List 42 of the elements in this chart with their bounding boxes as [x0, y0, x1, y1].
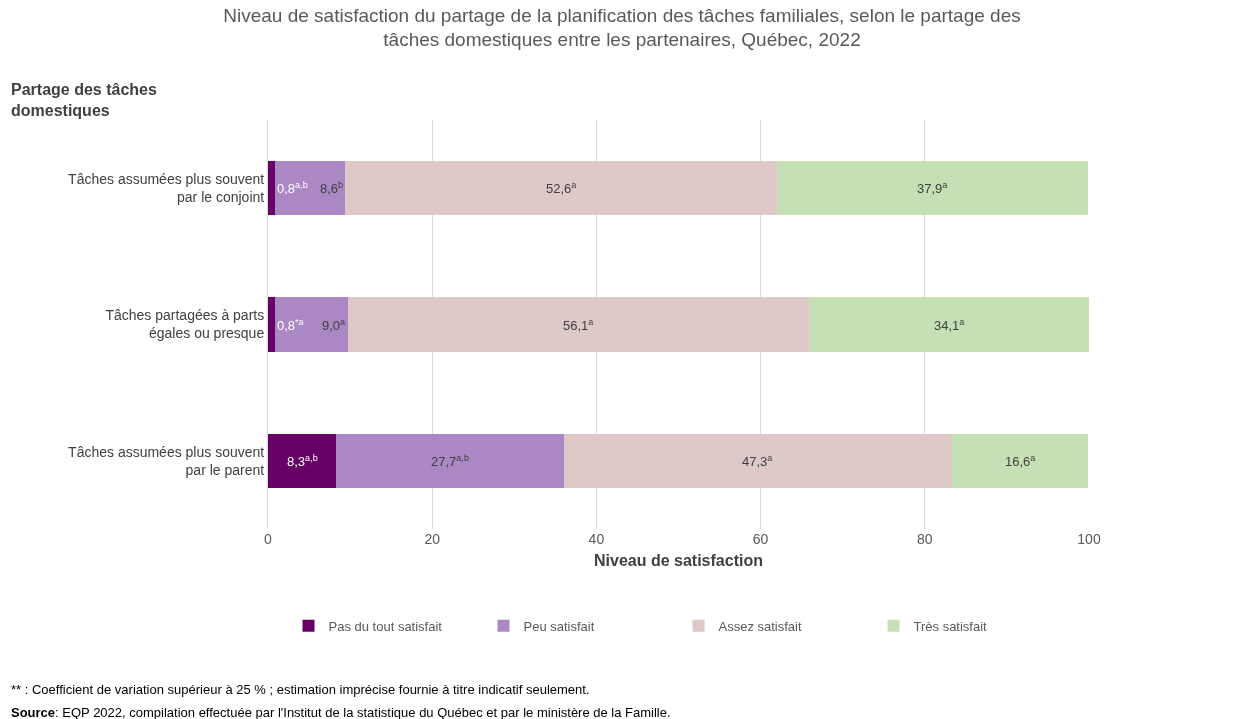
data-label: 47,3$^{a}$ — [742, 453, 774, 470]
bar — [348, 297, 810, 352]
bar — [268, 160, 275, 216]
bar — [274, 160, 346, 216]
bar — [268, 297, 275, 352]
y-tick-label: Tâches assumées plus souvent par le conjoint — [68, 170, 265, 206]
bar — [336, 433, 564, 489]
x-axis-title: Niveau de satisfaction — [594, 551, 763, 569]
chart-title: Niveau de satisfaction du partage de la planification des tâches familiales, selon le partage des tâches domestiques entre les partenaires, Québec, 2022 — [223, 4, 1021, 51]
y-tick-label: Tâches assumées plus souvent par le parent — [68, 443, 265, 478]
data-label: 56,1$^{a}$ — [563, 317, 595, 334]
bar — [809, 297, 1089, 352]
data-label: 0,8$^{a,b}$ — [277, 180, 308, 197]
data-label: 34,1$^{a}$ — [934, 317, 966, 334]
data-label: 9,0$^{a}$ — [322, 317, 347, 334]
data-label: 8,6$^{b}$ — [320, 180, 344, 197]
x-tick-label: 60 — [752, 531, 769, 547]
bar — [563, 433, 952, 489]
x-tick-label: 40 — [588, 531, 605, 547]
x-tick-label: 80 — [917, 531, 933, 547]
legend-label: Très satisfait — [913, 618, 988, 634]
legend-label: Assez satisfait — [718, 618, 802, 634]
source-note: Source: EQP 2022, compilation effectuée par l'Institut de la statistique du Québec et par le ministère de la Famille. — [11, 705, 671, 719]
legend-label: Peu satisfait — [523, 618, 595, 634]
x-tick-label: 100 — [1077, 531, 1101, 547]
bar — [777, 160, 1089, 216]
data-label: 8,3$^{a,b}$ — [287, 453, 318, 470]
x-tick-label: 0 — [264, 531, 273, 547]
bar — [951, 433, 1089, 489]
bar — [345, 160, 778, 216]
data-label: 52,6$^{a}$ — [546, 180, 578, 197]
y-tick-label: Tâches partagées à parts égales ou presque — [105, 307, 265, 342]
bar — [274, 297, 349, 352]
text: ** : Coefficient de variation supérieur à 25 % ; estimation imprécise fournie à titre indicatif seulement. — [11, 682, 590, 697]
bar — [268, 433, 337, 489]
x-tick-label: 20 — [424, 531, 441, 547]
data-label: 27,7$^{a,b}$ — [431, 453, 469, 470]
legend-label: Pas du tout satisfait — [328, 618, 443, 634]
data-label: 16,6$^{a}$ — [1005, 453, 1037, 470]
data-label: 37,9$^{a}$ — [917, 180, 949, 197]
data-label: 0,8$^{*a}$ — [277, 317, 305, 334]
y-axis-title: Partage des tâches domestiques — [11, 81, 157, 119]
